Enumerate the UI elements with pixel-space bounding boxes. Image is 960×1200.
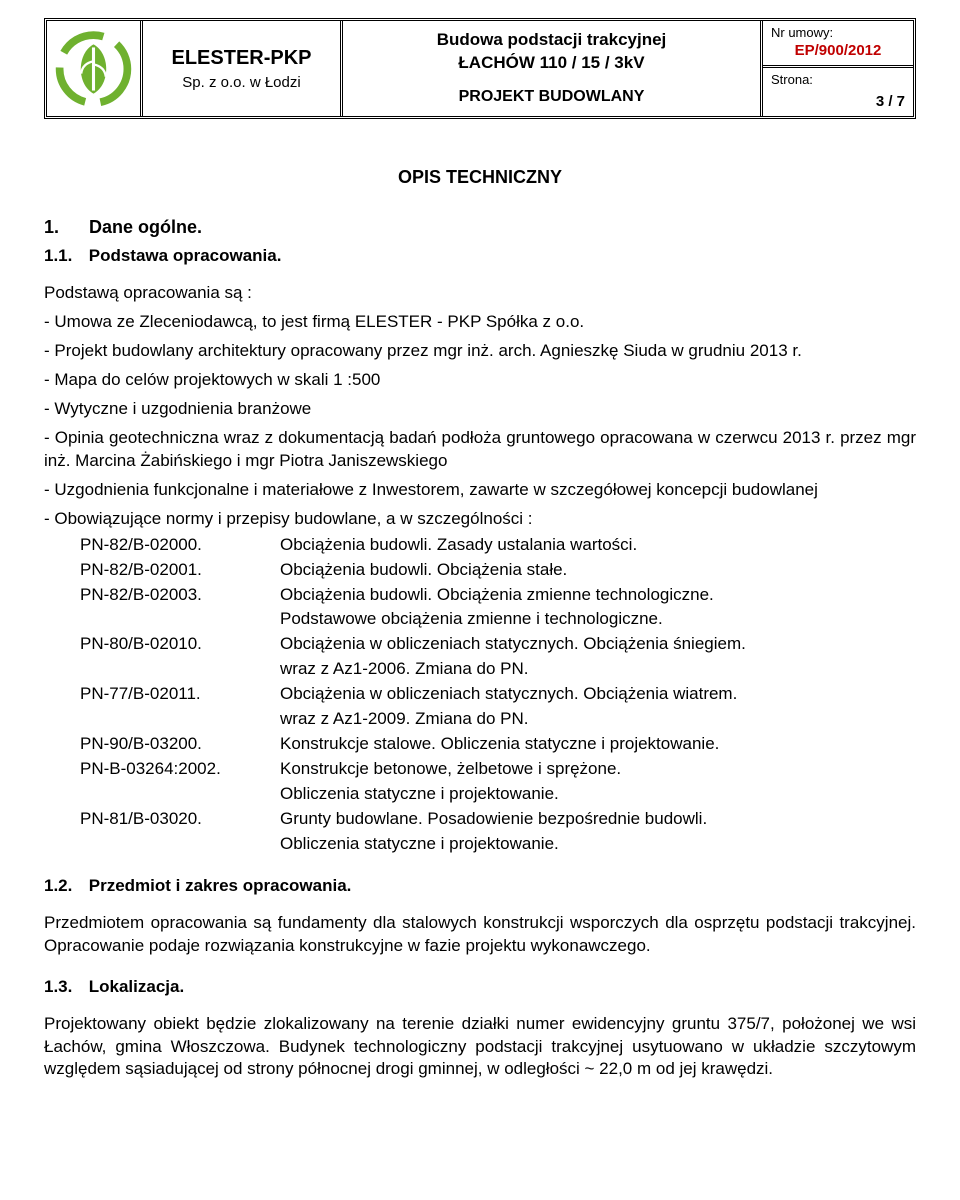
page-header: ELESTER-PKP Sp. z o.o. w Łodzi Budowa po…	[44, 18, 916, 119]
norm-desc: wraz z Az1-2006. Zmiana do PN.	[280, 657, 746, 682]
section-1-heading: 1. Dane ogólne.	[44, 215, 202, 239]
norm-code	[80, 607, 280, 632]
norm-row: PN-82/B-02003.Obciążenia budowli. Obciąż…	[80, 583, 746, 608]
basis-line: - Projekt budowlany architektury opracow…	[44, 340, 916, 363]
section-1-3-body: Projektowany obiekt będzie zlokalizowany…	[44, 1013, 916, 1082]
norm-desc: Grunty budowlane. Posadowienie bezpośred…	[280, 807, 746, 832]
norm-row: PN-81/B-03020.Grunty budowlane. Posadowi…	[80, 807, 746, 832]
section-1-title: Dane ogólne.	[89, 217, 202, 237]
norm-code: PN-82/B-02000.	[80, 533, 280, 558]
company-logo-icon	[55, 30, 132, 108]
project-cell: Budowa podstacji trakcyjnej ŁACHÓW 110 /…	[343, 21, 763, 116]
section-1-1-title: Podstawa opracowania.	[89, 246, 282, 265]
norm-desc: Podstawowe obciążenia zmienne i technolo…	[280, 607, 746, 632]
company-name: ELESTER-PKP	[151, 47, 332, 70]
norm-row: PN-82/B-02001.Obciążenia budowli. Obciąż…	[80, 558, 746, 583]
norm-code: PN-82/B-02003.	[80, 583, 280, 608]
section-1-2-body: Przedmiotem opracowania są fundamenty dl…	[44, 912, 916, 958]
norm-desc: Obciążenia w obliczeniach statycznych. O…	[280, 682, 746, 707]
section-1-1-num: 1.1.	[44, 245, 84, 268]
norm-desc: Obciążenia budowli. Obciążenia zmienne t…	[280, 583, 746, 608]
norm-code: PN-82/B-02001.	[80, 558, 280, 583]
basis-line: - Obowiązujące normy i przepisy budowlan…	[44, 508, 916, 531]
norm-desc: Obciążenia budowli. Obciążenia stałe.	[280, 558, 746, 583]
norm-desc: Obliczenia statyczne i projektowanie.	[280, 832, 746, 857]
section-1-2-title: Przedmiot i zakres opracowania.	[89, 876, 352, 895]
contract-value: EP/900/2012	[771, 42, 905, 59]
basis-line: - Mapa do celów projektowych w skali 1 :…	[44, 369, 916, 392]
norm-row: wraz z Az1-2006. Zmiana do PN.	[80, 657, 746, 682]
norm-row: Obliczenia statyczne i projektowanie.	[80, 782, 746, 807]
norm-desc: Konstrukcje stalowe. Obliczenia statyczn…	[280, 732, 746, 757]
norm-code	[80, 832, 280, 857]
page-number: 3 / 7	[771, 93, 905, 110]
norm-desc: Obliczenia statyczne i projektowanie.	[280, 782, 746, 807]
section-1-3-title: Lokalizacja.	[89, 977, 184, 996]
basis-line: - Opinia geotechniczna wraz z dokumentac…	[44, 427, 916, 473]
section-1-num: 1.	[44, 215, 84, 239]
norm-row: PN-77/B-02011.Obciążenia w obliczeniach …	[80, 682, 746, 707]
contract-label: Nr umowy:	[771, 25, 905, 40]
norm-code: PN-90/B-03200.	[80, 732, 280, 757]
section-1-2-num: 1.2.	[44, 875, 84, 898]
section-1-1-heading: 1.1. Podstawa opracowania.	[44, 245, 916, 268]
norm-code	[80, 782, 280, 807]
norm-row: wraz z Az1-2009. Zmiana do PN.	[80, 707, 746, 732]
company-sub: Sp. z o.o. w Łodzi	[151, 74, 332, 91]
norm-row: Podstawowe obciążenia zmienne i technolo…	[80, 607, 746, 632]
page-row: Strona: 3 / 7	[763, 68, 913, 116]
norm-code: PN-81/B-03020.	[80, 807, 280, 832]
norm-row: PN-82/B-02000.Obciążenia budowli. Zasady…	[80, 533, 746, 558]
norm-code	[80, 657, 280, 682]
norm-row: PN-B-03264:2002.Konstrukcje betonowe, że…	[80, 757, 746, 782]
norm-row: PN-80/B-02010.Obciążenia w obliczeniach …	[80, 632, 746, 657]
norms-table: PN-82/B-02000.Obciążenia budowli. Zasady…	[80, 533, 746, 857]
norm-code: PN-77/B-02011.	[80, 682, 280, 707]
project-type: PROJEKT BUDOWLANY	[351, 88, 752, 106]
norm-code: PN-B-03264:2002.	[80, 757, 280, 782]
norm-code: PN-80/B-02010.	[80, 632, 280, 657]
company-cell: ELESTER-PKP Sp. z o.o. w Łodzi	[143, 21, 343, 116]
norm-desc: Konstrukcje betonowe, żelbetowe i sprężo…	[280, 757, 746, 782]
basis-intro: Podstawą opracowania są :	[44, 282, 916, 305]
page-label: Strona:	[771, 72, 905, 87]
project-title: Budowa podstacji trakcyjnej ŁACHÓW 110 /…	[351, 29, 752, 75]
norm-row: PN-90/B-03200.Konstrukcje stalowe. Oblic…	[80, 732, 746, 757]
section-1-3-heading: 1.3. Lokalizacja.	[44, 976, 916, 999]
norm-code	[80, 707, 280, 732]
norm-desc: Obciążenia budowli. Zasady ustalania war…	[280, 533, 746, 558]
basis-line: - Wytyczne i uzgodnienia branżowe	[44, 398, 916, 421]
section-1-3-num: 1.3.	[44, 976, 84, 999]
meta-cell: Nr umowy: EP/900/2012 Strona: 3 / 7	[763, 21, 913, 116]
document-body: OPIS TECHNICZNY 1. Dane ogólne. 1.1. Pod…	[44, 165, 916, 1081]
norm-row: Obliczenia statyczne i projektowanie.	[80, 832, 746, 857]
basis-line: - Uzgodnienia funkcjonalne i materiałowe…	[44, 479, 916, 502]
logo-cell	[47, 21, 143, 116]
norm-desc: Obciążenia w obliczeniach statycznych. O…	[280, 632, 746, 657]
basis-line: - Umowa ze Zleceniodawcą, to jest firmą …	[44, 311, 916, 334]
norm-desc: wraz z Az1-2009. Zmiana do PN.	[280, 707, 746, 732]
doc-title: OPIS TECHNICZNY	[44, 165, 916, 189]
section-1-2-heading: 1.2. Przedmiot i zakres opracowania.	[44, 875, 916, 898]
contract-row: Nr umowy: EP/900/2012	[763, 21, 913, 68]
